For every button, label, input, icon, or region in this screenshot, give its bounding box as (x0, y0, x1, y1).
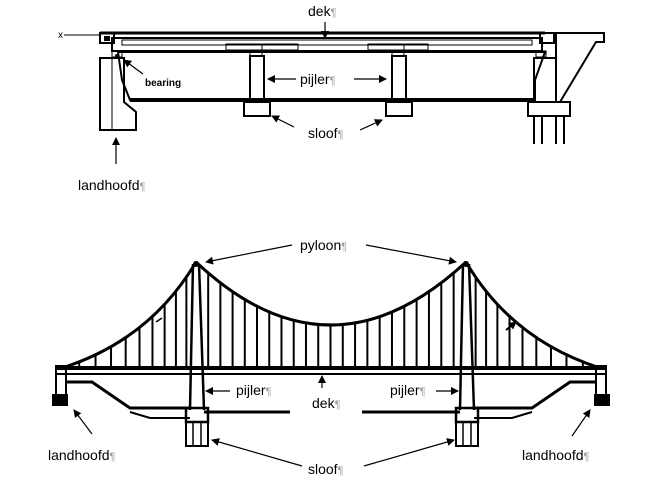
label-pier: pijler¶ (300, 71, 336, 87)
suspension-left-abutment (52, 365, 68, 406)
label-pylon: pyloon¶ (300, 237, 347, 253)
pylon-left (188, 261, 206, 411)
beam-pier-right (385, 49, 413, 117)
label-abutment: landhoofd¶ (78, 177, 146, 193)
suspension-right-abutment (594, 365, 610, 406)
pylon-right (458, 261, 476, 411)
label-abutment-left: landhoofd¶ (48, 447, 116, 463)
suspension-footing-right (454, 406, 480, 447)
main-cable (194, 260, 468, 327)
label-deck-suspension: dek¶ (312, 395, 341, 411)
label-bearing: bearing (145, 78, 181, 89)
label-abutment-right: landhoofd¶ (522, 447, 590, 463)
side-cable-right (464, 261, 601, 370)
beam-left-abutment (99, 32, 137, 131)
suspension-bridge: pyloon¶ pijler¶ pijler¶ dek¶ landhoofd¶ … (48, 236, 610, 477)
side-cable-left (61, 261, 198, 370)
hangers (78, 272, 584, 368)
label-pier-right: pijler¶ (390, 382, 426, 398)
label-footing: sloof¶ (308, 125, 344, 141)
label-footing-suspension: sloof¶ (308, 461, 344, 477)
beam-bridge: x (58, 3, 605, 193)
beam-right-abutment (527, 32, 605, 144)
label-pier-left: pijler¶ (236, 382, 272, 398)
suspension-deck (56, 366, 606, 419)
label-deck: dek¶ (308, 3, 337, 19)
beam-deck (100, 31, 547, 102)
suspension-footing-left (184, 406, 210, 447)
x-mark: x (58, 30, 63, 41)
beam-pier-left (243, 49, 271, 117)
